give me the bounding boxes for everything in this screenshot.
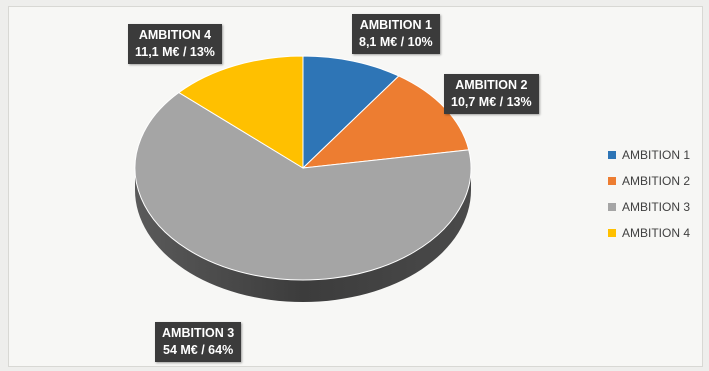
data-label-value: 10,7 M€ / 13% [451, 95, 532, 109]
legend-swatch [608, 151, 616, 159]
legend-swatch [608, 229, 616, 237]
legend-label: AMBITION 3 [622, 200, 691, 214]
pie-3d-side [135, 168, 471, 302]
data-label-name: AMBITION 2 [455, 78, 528, 92]
data-label-ambition-2: AMBITION 2 10,7 M€ / 13% [444, 74, 539, 114]
legend-item: AMBITION 2 [608, 168, 690, 194]
legend-swatch [608, 177, 616, 185]
pie-slice-ambition-1 [302, 55, 400, 170]
data-label-name: AMBITION 3 [162, 326, 235, 340]
legend-swatch [608, 203, 616, 211]
data-label-value: 54 M€ / 64% [163, 343, 234, 357]
data-label-name: AMBITION 1 [359, 18, 432, 32]
data-label-name: AMBITION 4 [138, 28, 212, 42]
data-label-ambition-1: AMBITION 1 8,1 M€ / 10% [352, 14, 440, 54]
pie-slice-ambition-4 [177, 55, 304, 169]
data-label-value: 11,1 M€ / 13% [135, 45, 215, 59]
data-label-ambition-4: AMBITION 4 11,1 M€ / 13% [128, 24, 222, 64]
legend-label: AMBITION 1 [622, 148, 691, 162]
data-label-value: 8,1 M€ / 10% [359, 35, 433, 49]
data-label-ambition-3: AMBITION 3 54 M€ / 64% [155, 322, 242, 362]
legend-item: AMBITION 3 [608, 194, 690, 220]
legend-label: AMBITION 4 [622, 226, 691, 240]
legend-label: AMBITION 2 [622, 174, 691, 188]
pie-side-band [135, 168, 471, 302]
pie-slice-ambition-3 [134, 91, 472, 281]
pie-slices [134, 55, 472, 281]
legend-item: AMBITION 1 [608, 142, 690, 168]
legend-item: AMBITION 4 [608, 220, 690, 246]
chart-legend: AMBITION 1 AMBITION 2 AMBITION 3 AMBITIO… [608, 142, 690, 246]
